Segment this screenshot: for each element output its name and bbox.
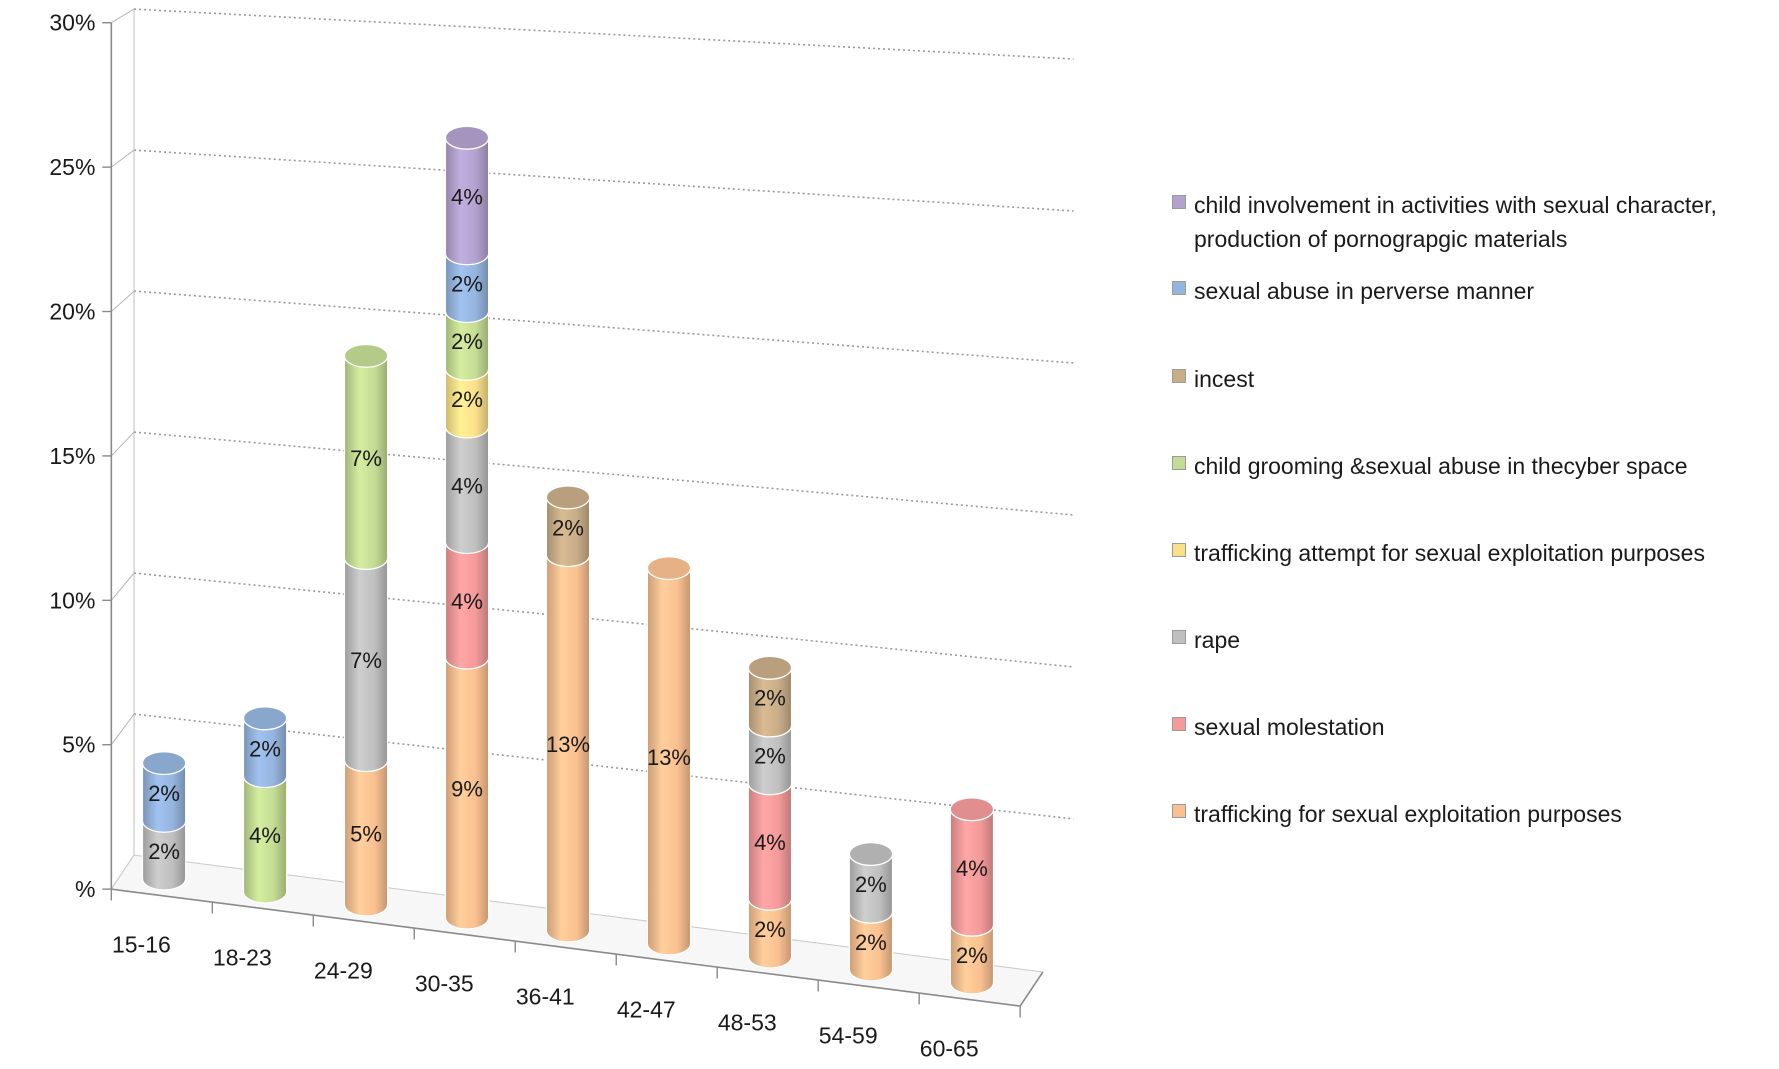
data-label: 2% — [148, 839, 180, 864]
floor-edge — [1019, 971, 1044, 1007]
bar-group: 9% 4% 4% 2% 2% 2% 4% — [444, 125, 490, 930]
legend-label: trafficking for sexual exploitation purp… — [1194, 801, 1622, 827]
bar-group: 13% — [646, 556, 692, 956]
x-tick-label: 15-16 — [112, 931, 171, 957]
legend-swatch — [1172, 195, 1186, 209]
y-tick-label: 25% — [49, 154, 95, 180]
legend-item: sexual abuse in perverse manner — [1172, 274, 1772, 308]
bar-group: 5% 7% 7% — [343, 343, 389, 917]
data-label: 4% — [451, 589, 483, 614]
bar-top — [747, 655, 793, 680]
legend-swatch — [1172, 456, 1186, 470]
x-tick-label: 60-65 — [920, 1035, 979, 1061]
legend-label: trafficking attempt for sexual exploitat… — [1194, 540, 1705, 566]
wall-edge — [110, 572, 135, 601]
bar-top — [848, 842, 894, 866]
data-label: 13% — [647, 745, 691, 770]
y-tick-label: 15% — [49, 443, 95, 469]
data-label: 4% — [754, 830, 786, 855]
y-tick-label: 30% — [49, 10, 95, 36]
legend-swatch — [1172, 630, 1186, 644]
legend-item: trafficking for sexual exploitation purp… — [1172, 797, 1772, 831]
x-tick-label: 48-53 — [718, 1009, 777, 1035]
data-label: 7% — [350, 648, 382, 673]
data-label: 4% — [451, 185, 483, 210]
y-tick-label: 10% — [49, 587, 95, 613]
y-tick-label: 5% — [62, 732, 95, 758]
x-tick-label: 24-29 — [314, 957, 373, 983]
data-label: 2% — [754, 743, 786, 768]
x-axis — [111, 888, 1021, 1007]
gridline — [133, 149, 1074, 212]
data-label: 2% — [956, 943, 988, 968]
bar-top — [141, 751, 187, 776]
legend-label: incest — [1194, 366, 1255, 392]
data-label: 2% — [451, 387, 483, 412]
legend-swatch — [1172, 543, 1186, 557]
legend-item: rape — [1172, 623, 1772, 657]
legend-swatch — [1172, 369, 1186, 383]
data-label: 2% — [552, 515, 584, 540]
wall-edge — [111, 149, 135, 168]
bar-top — [949, 797, 995, 822]
gridline — [133, 572, 1074, 668]
legend-item: trafficking attempt for sexual exploitat… — [1172, 536, 1772, 570]
legend-item: child grooming &sexual abuse in thecyber… — [1172, 449, 1772, 483]
legend-label: rape — [1194, 627, 1241, 653]
legend-item: child involvement in activities with sex… — [1172, 188, 1772, 256]
x-tick-label: 42-47 — [617, 996, 676, 1022]
data-label: 4% — [956, 856, 988, 881]
legend-item: sexual molestation — [1172, 710, 1772, 744]
bar-group: 2% 2% — [141, 751, 187, 891]
legend-swatch — [1172, 717, 1186, 731]
legend-swatch — [1172, 804, 1186, 818]
wall-edge — [111, 8, 135, 24]
bar-group: 13% 2% — [545, 485, 591, 943]
data-label: 2% — [451, 329, 483, 354]
data-label: 2% — [855, 930, 887, 955]
bar-top — [242, 706, 288, 731]
data-label: 2% — [754, 686, 786, 711]
bar-top — [646, 556, 692, 581]
x-tick-label: 36-41 — [516, 983, 575, 1009]
x-tick-label: 54-59 — [819, 1022, 878, 1048]
wall-edge — [110, 431, 135, 457]
data-label: 5% — [350, 821, 382, 846]
y-tick-label: 20% — [49, 298, 95, 324]
legend-label: child grooming &sexual abuse in thecyber… — [1194, 453, 1688, 479]
bar-top — [545, 485, 591, 510]
x-tick-label: 18-23 — [213, 944, 272, 970]
legend-label: child involvement in activities with sex… — [1194, 192, 1717, 252]
bar-group: 4% 2% — [242, 706, 288, 904]
bar-group: 2% 2% — [848, 842, 894, 982]
gridline — [133, 290, 1074, 364]
bar-top — [444, 125, 490, 150]
data-label: 7% — [350, 446, 382, 471]
bar-group: 2% 4% — [949, 797, 995, 995]
data-label: 13% — [546, 732, 590, 757]
bar-group: 2% 4% 2% 2% — [747, 655, 793, 969]
data-label: 2% — [754, 917, 786, 942]
gridline — [133, 431, 1074, 516]
data-label: 2% — [148, 781, 180, 806]
legend-item: incest — [1172, 362, 1772, 396]
data-label: 4% — [451, 473, 483, 498]
legend-label: sexual molestation — [1194, 714, 1385, 740]
data-label: 2% — [855, 872, 887, 897]
y-tick-label: % — [75, 876, 95, 902]
data-label: 2% — [249, 736, 281, 761]
bar-top — [343, 343, 389, 368]
gridline — [134, 8, 1074, 60]
wall-edge — [110, 713, 135, 746]
legend-swatch — [1172, 281, 1186, 295]
data-label: 9% — [451, 777, 483, 802]
wall-edge — [110, 290, 135, 312]
legend-label: sexual abuse in perverse manner — [1194, 278, 1535, 304]
x-tick-label: 30-35 — [415, 970, 474, 996]
data-label: 2% — [451, 271, 483, 296]
data-label: 4% — [249, 823, 281, 848]
